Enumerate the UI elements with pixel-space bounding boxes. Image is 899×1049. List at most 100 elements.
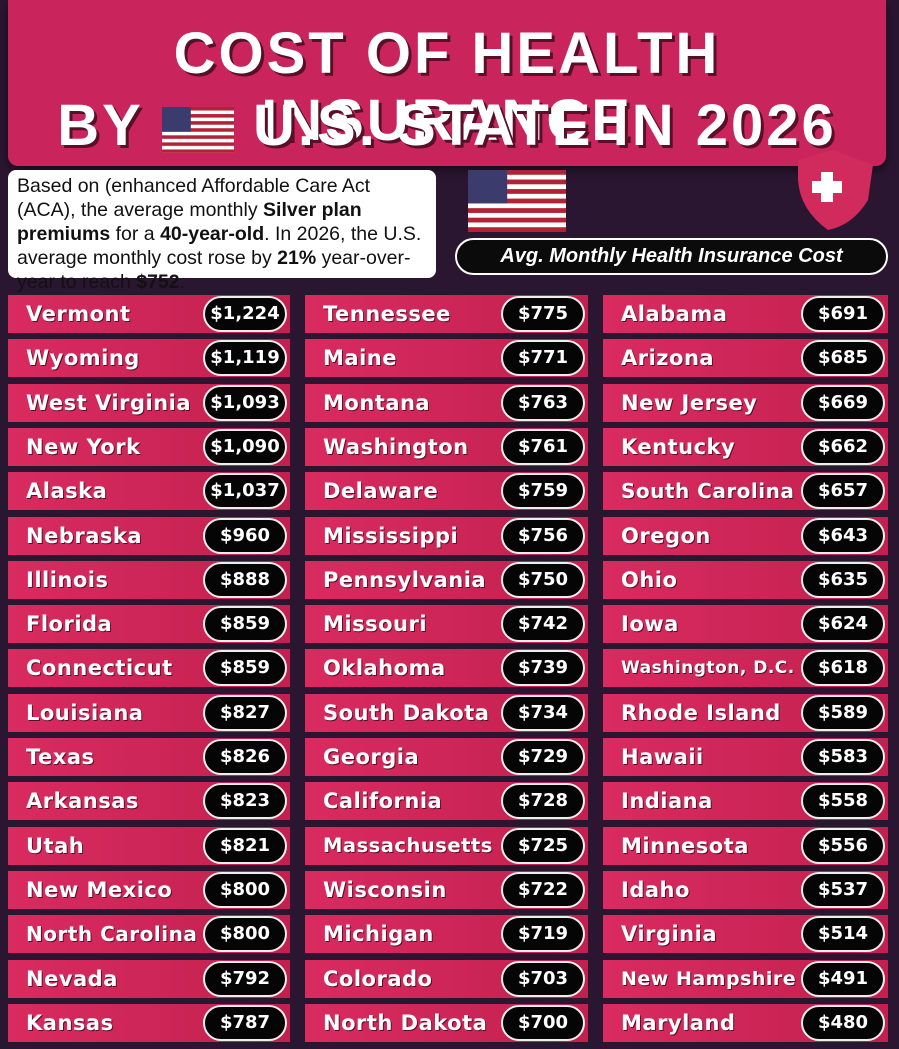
cost-value: $662 <box>801 428 885 465</box>
state-row: New York $1,090 <box>8 427 290 466</box>
title-line: BY U.S. STATE IN 2026 <box>8 92 886 159</box>
state-name: Oklahoma <box>323 656 446 681</box>
state-row: Alaska $1,037 <box>8 472 290 511</box>
state-name: Colorado <box>323 966 433 991</box>
cost-value: $624 <box>801 606 885 643</box>
state-name: Nevada <box>26 966 118 991</box>
state-name: Arkansas <box>26 789 139 814</box>
cost-value: $729 <box>501 739 585 775</box>
state-name: Georgia <box>323 745 420 769</box>
cost-value: $583 <box>801 739 885 775</box>
state-row: Kentucky $662 <box>603 427 888 466</box>
cost-value: $750 <box>501 561 585 598</box>
state-name: Indiana <box>621 789 713 814</box>
description-text: 21% <box>277 247 317 269</box>
state-name: Rhode Island <box>621 700 781 725</box>
state-name: Arizona <box>621 346 715 371</box>
flag-image <box>468 170 566 232</box>
state-name: Kansas <box>26 1010 114 1035</box>
state-name: Michigan <box>323 922 434 947</box>
state-row: Delaware $759 <box>305 472 588 511</box>
state-row: Wyoming $1,119 <box>8 339 290 378</box>
state-name: South Carolina <box>621 479 795 504</box>
cost-value: $589 <box>801 694 885 731</box>
description-text: . <box>179 271 186 293</box>
state-name: South Dakota <box>323 700 490 725</box>
state-row: Nevada $792 <box>8 959 290 998</box>
state-row: Maryland $480 <box>603 1003 888 1042</box>
state-row: Nebraska $960 <box>8 516 290 555</box>
state-name: North Carolina <box>26 922 198 947</box>
cost-value: $703 <box>501 960 585 997</box>
cost-value: $537 <box>801 871 885 908</box>
description: Based on (enhanced Affordable Care Act (… <box>8 170 436 293</box>
state-name: Utah <box>26 833 85 858</box>
title-line: COST OF HEALTH INSURANCE <box>173 21 721 153</box>
description-text: 40-year-old <box>160 223 265 245</box>
state-name: Hawaii <box>621 745 704 769</box>
cost-value: $763 <box>501 384 585 421</box>
state-name: Washington <box>323 434 469 459</box>
state-row: Hawaii $583 <box>603 738 888 776</box>
state-name: California <box>323 789 443 814</box>
title-banner: COST OF HEALTH INSURANCE BY U.S. STATE I… <box>8 0 886 166</box>
cost-value: $558 <box>801 783 885 820</box>
state-name: Wyoming <box>26 346 140 371</box>
state-name: New Mexico <box>26 877 173 902</box>
description-text: for a <box>110 223 161 245</box>
cost-value: $859 <box>203 650 287 687</box>
state-row: Pennsylvania $750 <box>305 560 588 599</box>
state-name: Connecticut <box>26 656 173 681</box>
cost-value: $787 <box>203 1004 287 1041</box>
state-row: Missouri $742 <box>305 605 588 644</box>
cost-value: $669 <box>801 384 885 421</box>
title-prefix: BY <box>57 93 143 158</box>
cost-value: $960 <box>203 517 287 554</box>
state-name: Maine <box>323 346 397 371</box>
description-text: Silver plan premiums <box>17 199 362 245</box>
state-row: Montana $763 <box>305 383 588 422</box>
state-name: Florida <box>26 612 113 637</box>
state-name: Vermont <box>26 302 131 326</box>
state-row: Virginia $514 <box>603 915 888 954</box>
state-row: Ohio $635 <box>603 560 888 599</box>
state-name: North Dakota <box>323 1010 488 1035</box>
cost-value: $759 <box>501 473 585 510</box>
state-name: Pennsylvania <box>323 567 487 592</box>
state-row: West Virginia $1,093 <box>8 383 290 422</box>
cost-value: $657 <box>801 473 885 510</box>
state-name: Texas <box>26 745 95 769</box>
state-row: Arizona $685 <box>603 339 888 378</box>
state-name: Maryland <box>621 1010 736 1035</box>
state-row: Washington, D.C. $618 <box>603 649 888 688</box>
cost-value: $739 <box>501 650 585 687</box>
state-name: Delaware <box>323 479 439 504</box>
state-name: Washington, D.C. <box>621 658 795 679</box>
cost-value: $859 <box>203 606 287 643</box>
cost-value: $756 <box>501 517 585 554</box>
state-name: Iowa <box>621 612 679 637</box>
state-row: Kansas $787 <box>8 1003 290 1042</box>
state-row: Indiana $558 <box>603 782 888 821</box>
state-name: West Virginia <box>26 390 191 415</box>
state-row: Louisiana $827 <box>8 693 290 732</box>
cost-value: $1,119 <box>203 340 287 377</box>
cost-value: $719 <box>501 916 585 953</box>
cost-value: $1,090 <box>203 428 287 465</box>
health-shield-icon <box>798 150 873 230</box>
state-name: New Hampshire <box>621 967 797 990</box>
state-name: Tennessee <box>323 302 451 326</box>
state-row: Connecticut $859 <box>8 649 290 688</box>
state-row: New Hampshire $491 <box>603 959 888 998</box>
state-row: Minnesota $556 <box>603 826 888 865</box>
state-row: North Carolina $800 <box>8 915 290 954</box>
state-row: Massachusetts $725 <box>305 826 588 865</box>
cost-value: $823 <box>203 783 287 820</box>
state-row: Colorado $703 <box>305 959 588 998</box>
state-row: Washington $761 <box>305 427 588 466</box>
cost-value: $775 <box>501 296 585 332</box>
state-name: Idaho <box>621 877 690 902</box>
cost-value: $827 <box>203 694 287 731</box>
state-name: Alabama <box>621 302 728 326</box>
